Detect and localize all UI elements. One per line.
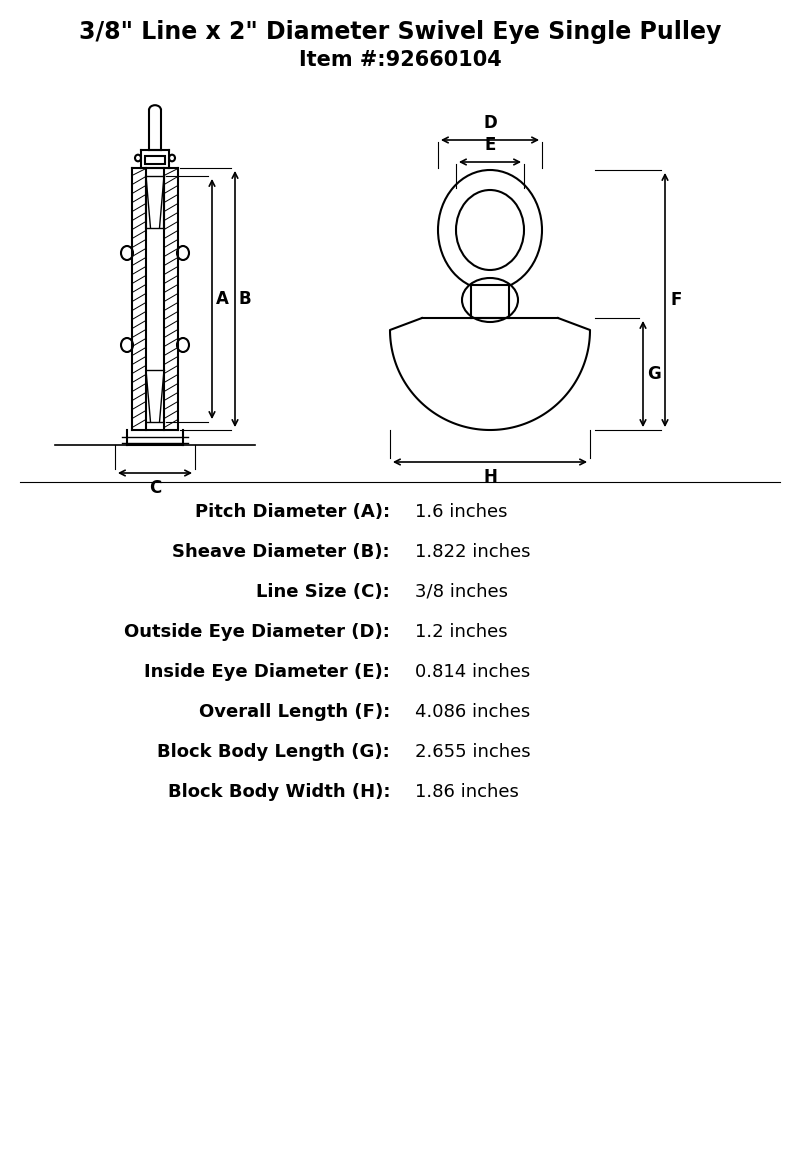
Ellipse shape (177, 246, 189, 260)
Text: 1.2 inches: 1.2 inches (415, 623, 508, 641)
Text: H: H (483, 468, 497, 486)
Text: F: F (671, 291, 682, 309)
Text: E: E (484, 136, 496, 154)
Text: Outside Eye Diameter (D):: Outside Eye Diameter (D): (124, 623, 390, 641)
Text: 1.822 inches: 1.822 inches (415, 543, 530, 561)
Text: Overall Length (F):: Overall Length (F): (198, 703, 390, 721)
Text: 2.655 inches: 2.655 inches (415, 743, 530, 761)
Text: Item #:92660104: Item #:92660104 (298, 49, 502, 70)
Ellipse shape (438, 170, 542, 290)
Text: B: B (239, 290, 252, 308)
Ellipse shape (462, 278, 518, 322)
Text: Block Body Width (H):: Block Body Width (H): (167, 783, 390, 802)
Text: 1.6 inches: 1.6 inches (415, 503, 507, 521)
Text: Line Size (C):: Line Size (C): (256, 583, 390, 601)
Text: 3/8 inches: 3/8 inches (415, 583, 508, 601)
Bar (145, 156, 165, 164)
Text: Sheave Diameter (B):: Sheave Diameter (B): (172, 543, 390, 561)
Ellipse shape (121, 338, 133, 352)
Ellipse shape (121, 246, 133, 260)
Text: 0.814 inches: 0.814 inches (415, 664, 530, 681)
Text: 4.086 inches: 4.086 inches (415, 703, 530, 721)
Text: 1.86 inches: 1.86 inches (415, 783, 519, 802)
Ellipse shape (135, 155, 141, 161)
Text: Inside Eye Diameter (E):: Inside Eye Diameter (E): (144, 664, 390, 681)
Text: 3/8" Line x 2" Diameter Swivel Eye Single Pulley: 3/8" Line x 2" Diameter Swivel Eye Singl… (79, 20, 721, 44)
Text: D: D (483, 114, 497, 132)
Text: Pitch Diameter (A):: Pitch Diameter (A): (195, 503, 390, 521)
Text: Block Body Length (G):: Block Body Length (G): (158, 743, 390, 761)
Circle shape (497, 301, 511, 315)
Text: C: C (149, 480, 161, 497)
Ellipse shape (169, 155, 175, 161)
Ellipse shape (456, 190, 524, 270)
Text: A: A (216, 290, 229, 308)
Circle shape (469, 301, 483, 315)
Ellipse shape (177, 338, 189, 352)
Text: G: G (647, 365, 661, 383)
